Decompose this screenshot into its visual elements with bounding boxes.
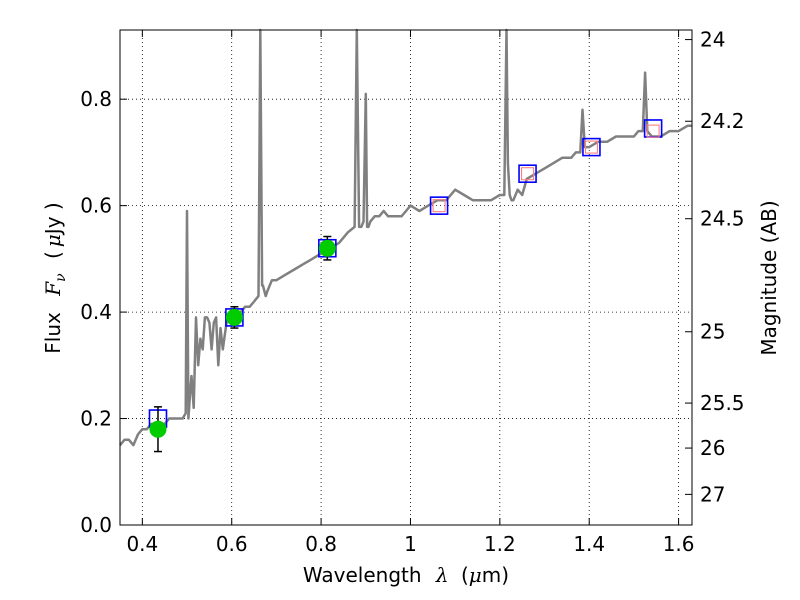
x-label-unit-mu: μ — [469, 563, 482, 587]
x-label-symbol: λ — [435, 563, 449, 587]
spectrum-line — [119, 28, 692, 447]
observed-photometry-point — [149, 420, 167, 438]
x-tick-label: 0.8 — [305, 532, 337, 556]
y-tick-label: 0.8 — [80, 87, 112, 111]
x-label-unit-open: ( — [461, 563, 469, 587]
observed-photometry-point — [225, 308, 243, 326]
x-tick-label: 1.2 — [484, 532, 516, 556]
observed-upper-limits-point — [584, 140, 599, 154]
model-photometry-point — [518, 164, 537, 184]
x-tick-label: 1.4 — [573, 532, 605, 556]
y-label-subscript: ν — [53, 273, 69, 282]
y-axis-ticks: 0.0 0.2 0.4 0.6 0.8 — [80, 87, 127, 537]
grid-layer — [120, 30, 692, 526]
model-photometry-point — [582, 137, 601, 157]
spectrum-layer — [119, 28, 692, 447]
y-label-unit-mu: μ — [41, 234, 65, 247]
y2-axis-label: Magnitude (AB) — [757, 200, 781, 355]
x-axis-label: Wavelength λ (μm) — [303, 563, 509, 587]
y-tick-label: 0.6 — [80, 194, 112, 218]
y2-tick-label: 24.5 — [700, 207, 745, 231]
y2-tick-label: 25.5 — [700, 391, 745, 415]
y2-tick-label: 25 — [700, 320, 725, 344]
y2-tick-label: 24 — [700, 28, 725, 52]
y-label-unit-open: ( — [41, 251, 65, 259]
y2-tick-label: 27 — [700, 482, 725, 506]
x-tick-label: 0.4 — [126, 532, 158, 556]
x-label-unit-rest: m) — [482, 563, 509, 587]
x-tick-label: 0.6 — [216, 532, 248, 556]
observed-upper-limits-point — [520, 167, 535, 181]
model-photometry-point — [429, 196, 449, 215]
marker-layer — [148, 119, 663, 453]
y2-tick-label: 24.2 — [700, 109, 745, 133]
observed-photometry-point — [318, 239, 336, 257]
y-tick-label: 0.0 — [80, 513, 112, 537]
y-axis-label: Flux Fν ( μJy ) — [41, 202, 70, 353]
y2-tick-label: 26 — [700, 436, 725, 460]
plot-frame — [119, 29, 693, 526]
y-label-symbol: F — [41, 281, 65, 297]
x-tick-label: 1 — [404, 532, 417, 556]
x-axis-ticks: 0.4 0.6 0.8 1 1.2 1.4 1.6 — [126, 30, 695, 556]
y-tick-label: 0.4 — [80, 300, 112, 324]
y-label-unit-rest: Jy ) — [41, 202, 65, 236]
y-label-prefix: Flux — [41, 312, 65, 354]
y2-axis-ticks: 24 24.2 24.5 25 25.5 26 27 — [685, 28, 745, 506]
x-tick-label: 1.6 — [663, 532, 695, 556]
x-label-prefix: Wavelength — [303, 563, 422, 587]
y-tick-label: 0.2 — [80, 407, 112, 431]
observed-upper-limits-point — [432, 199, 446, 213]
observed-upper-limits-point — [646, 124, 660, 138]
